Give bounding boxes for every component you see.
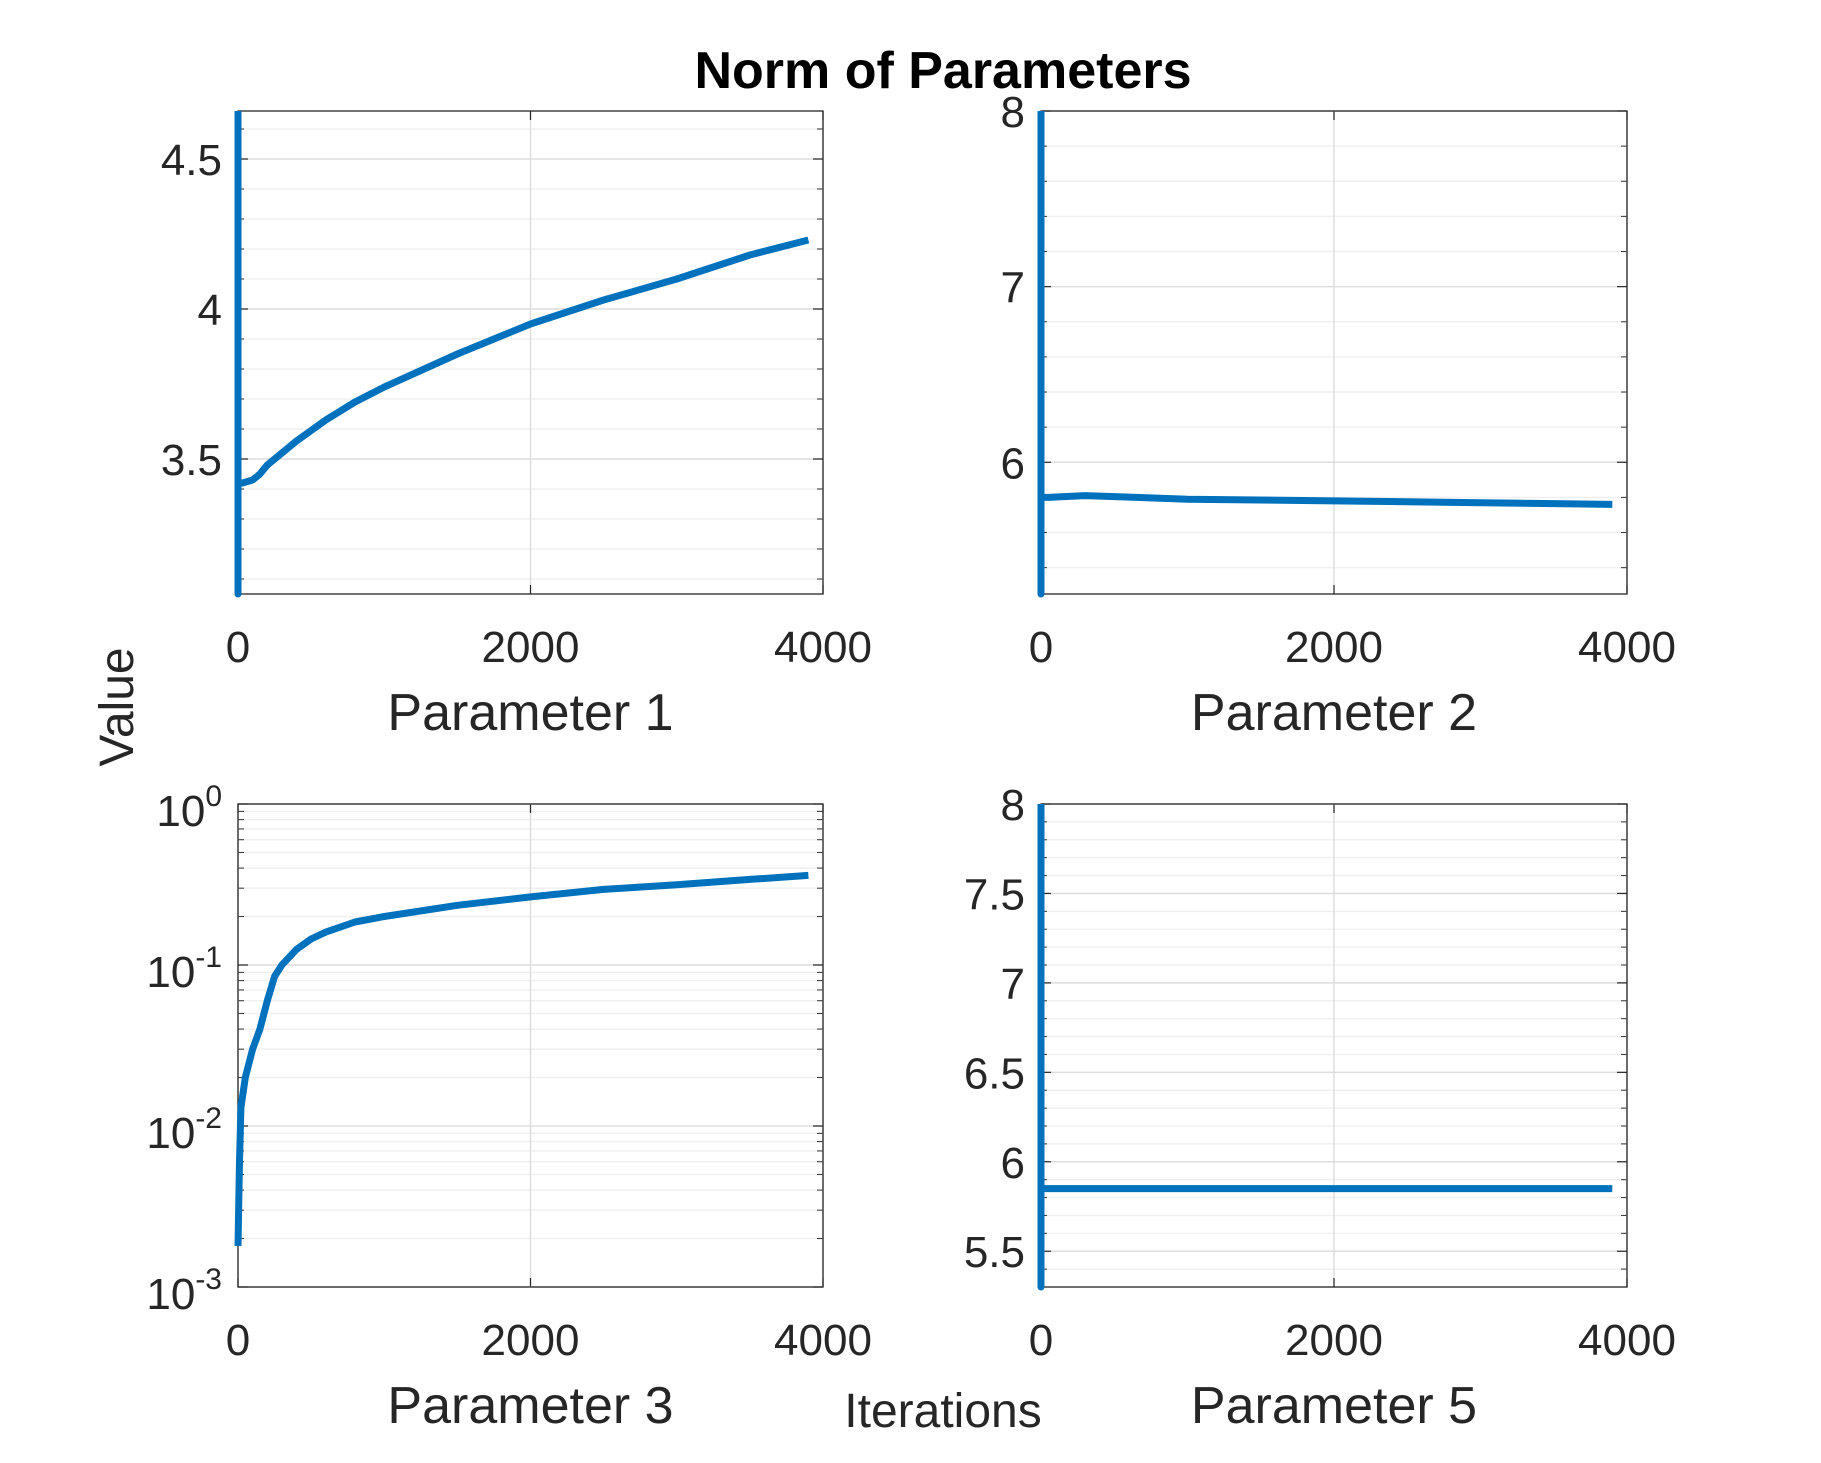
y-tick-label: 7 bbox=[1001, 264, 1025, 313]
figure-ylabel: Value bbox=[91, 647, 144, 766]
x-tick-label: 2000 bbox=[482, 1316, 580, 1365]
subplot-xlabel: Parameter 5 bbox=[1191, 1377, 1477, 1435]
y-tick-label: 8 bbox=[1001, 781, 1025, 830]
series-line bbox=[1037, 804, 1613, 1291]
y-tick-label: 10-2 bbox=[146, 1102, 222, 1158]
y-tick-label: 7 bbox=[1001, 960, 1025, 1009]
subplot-1: 0 2000 4000 3.5 4 4.5 Parameter 1 bbox=[161, 110, 872, 742]
x-tick-label: 0 bbox=[1029, 623, 1053, 672]
y-tick-label: 6 bbox=[1001, 439, 1025, 488]
y-tick-label: 4.5 bbox=[161, 136, 222, 185]
y-tick-label: 6.5 bbox=[964, 1049, 1025, 1098]
x-tick-label: 2000 bbox=[482, 623, 580, 672]
subplot-xlabel: Parameter 3 bbox=[387, 1377, 673, 1435]
y-tick-label: 8 bbox=[1001, 88, 1025, 137]
x-tick-label: 4000 bbox=[774, 623, 872, 672]
x-tick-label: 0 bbox=[1029, 1316, 1053, 1365]
series-line bbox=[234, 871, 809, 1246]
y-tick-label: 100 bbox=[156, 780, 222, 836]
x-tick-label: 4000 bbox=[774, 1316, 872, 1365]
series-line bbox=[1037, 111, 1613, 598]
y-tick-label: 10-3 bbox=[146, 1263, 222, 1319]
subplot-xlabel: Parameter 2 bbox=[1191, 684, 1477, 742]
y-tick-label: 7.5 bbox=[964, 870, 1025, 919]
y-tick-label: 4 bbox=[198, 286, 222, 335]
series-line bbox=[234, 111, 810, 598]
y-tick-label: 10-1 bbox=[146, 941, 222, 997]
figure-xlabel: Iterations bbox=[844, 1385, 1041, 1438]
x-tick-label: 0 bbox=[226, 1316, 250, 1365]
subplot-xlabel: Parameter 1 bbox=[387, 684, 673, 742]
y-tick-label: 3.5 bbox=[161, 436, 222, 485]
x-tick-label: 2000 bbox=[1285, 623, 1383, 672]
figure-title: Norm of Parameters bbox=[694, 42, 1191, 100]
x-tick-label: 0 bbox=[226, 623, 250, 672]
x-tick-label: 4000 bbox=[1578, 623, 1676, 672]
y-tick-label: 6 bbox=[1001, 1139, 1025, 1188]
y-tick-label: 5.5 bbox=[964, 1228, 1025, 1277]
x-tick-label: 4000 bbox=[1578, 1316, 1676, 1365]
axes-box bbox=[237, 803, 824, 1288]
subplot-3: 0 2000 4000 10-3 10-2 10-1 100 Parameter 3 bbox=[146, 780, 872, 1435]
subplots: 0 2000 4000 3.5 4 4.5 Parameter 1 0 2000 4000 6 7 8 P… bbox=[146, 88, 1676, 1435]
x-tick-label: 2000 bbox=[1285, 1316, 1383, 1365]
subplot-2: 0 2000 4000 6 7 8 Parameter 2 bbox=[1001, 88, 1676, 742]
subplot-4: 0 2000 4000 5.5 6 6.5 7 7.5 8 Parameter 5 bbox=[964, 781, 1676, 1435]
